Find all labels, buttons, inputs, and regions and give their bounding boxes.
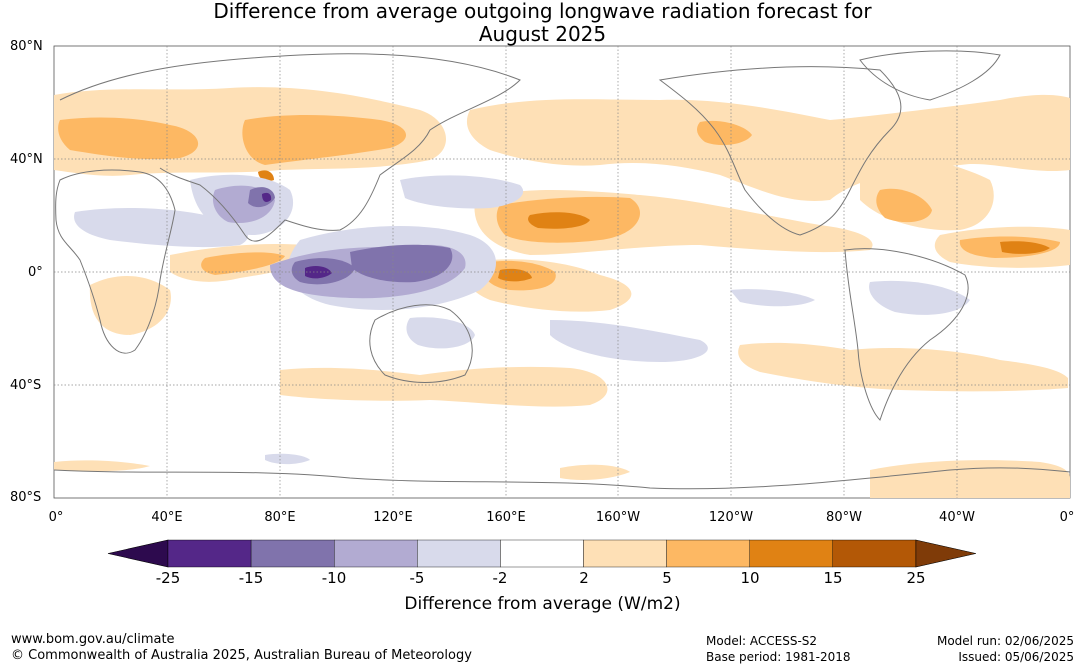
positive-anomaly-region — [1000, 241, 1050, 254]
footer-left: www.bom.gov.au/climate © Commonwealth of… — [11, 632, 472, 664]
north-america-coastline — [658, 66, 902, 236]
positive-anomaly-region — [870, 460, 1070, 498]
base-period: Base period: 1981-2018 — [706, 650, 851, 664]
colorbar-segment — [583, 539, 667, 568]
lon-label: 160°E — [486, 510, 526, 525]
positive-anomaly-region — [876, 188, 932, 223]
south-america-coastline — [844, 248, 969, 421]
positive-anomaly-region — [528, 212, 590, 229]
lon-label: 80°E — [264, 510, 296, 525]
africa-coastline — [55, 169, 176, 354]
negative-anomaly-region — [730, 289, 815, 307]
positive-anomaly-region — [697, 120, 752, 146]
colorbar-extend-min — [107, 539, 169, 568]
colorbar-segment — [167, 539, 252, 568]
model-run-date: Model run: 02/06/2025 — [936, 634, 1074, 648]
colorbar-segment — [500, 539, 584, 568]
positive-anomaly-region — [560, 464, 630, 480]
positive-anomaly-region — [201, 252, 285, 275]
positive-anomaly-region — [54, 460, 150, 472]
negative-anomaly-region — [265, 453, 310, 465]
colorbar-tick-label: -25 — [155, 569, 181, 587]
colorbar-tick-label: 15 — [823, 569, 843, 587]
title-line-2: August 2025 — [478, 22, 607, 46]
lon-label: 160°W — [595, 510, 641, 525]
lon-label: 0° — [1059, 510, 1075, 525]
lat-label: 40°N — [10, 152, 43, 167]
colorbar-extend-max — [915, 539, 976, 568]
negative-anomaly-region — [262, 192, 272, 202]
australia-coastline — [369, 304, 473, 383]
negative-anomaly-region — [869, 280, 970, 315]
positive-anomaly-region — [466, 94, 1070, 201]
colorbar — [107, 539, 976, 568]
antarctica-coastline — [53, 467, 1071, 490]
colorbar-segment — [250, 539, 335, 568]
colorbar-segment — [417, 539, 501, 568]
negative-anomaly-region — [350, 244, 453, 283]
colorbar-tick-label: 2 — [579, 569, 589, 587]
positive-anomaly-region — [242, 115, 407, 165]
lat-label: 40°S — [10, 378, 42, 393]
lat-label: 80°S — [10, 490, 42, 505]
website-link[interactable]: www.bom.gov.au/climate — [11, 632, 175, 647]
colorbar-segment — [749, 539, 834, 568]
model-name: Model: ACCESS-S2 — [706, 634, 818, 648]
negative-anomaly-region — [74, 208, 248, 248]
issued-date: Issued: 05/06/2025 — [958, 650, 1074, 664]
coastlines — [53, 50, 1071, 490]
colorbar-title: Difference from average (W/m2) — [404, 594, 681, 614]
positive-anomaly-region — [58, 117, 199, 160]
anomaly-shading — [54, 87, 1070, 498]
footer-model-info: Model: ACCESS-S2 Base period: 1981-2018 — [706, 633, 851, 665]
colorbar-tick-label: -5 — [409, 569, 425, 587]
footer-dates: Model run: 02/06/2025 Issued: 05/06/2025 — [937, 633, 1074, 665]
lon-label: 40°W — [939, 510, 975, 525]
negative-anomaly-region — [248, 187, 275, 208]
colorbar-segment — [666, 539, 750, 568]
negative-anomaly-region — [400, 175, 524, 209]
positive-anomaly-region — [280, 366, 608, 407]
colorbar-tick-label: -15 — [238, 569, 264, 587]
negative-anomaly-region — [305, 265, 332, 279]
lon-label: 80°W — [826, 510, 862, 525]
title-line-1: Difference from average outgoing longwav… — [213, 0, 872, 23]
colorbar-tick-label: 10 — [740, 569, 760, 587]
lon-label: 40°E — [151, 510, 183, 525]
lon-label: 120°E — [373, 510, 413, 525]
greenland-coastline — [859, 50, 1001, 101]
eurasia-coastline — [59, 53, 521, 242]
colorbar-tick-label: 5 — [662, 569, 672, 587]
colorbar-tick-label: 25 — [906, 569, 926, 587]
colorbar-segment — [832, 539, 917, 568]
map-title: Difference from average outgoing longwav… — [0, 0, 1085, 46]
lon-label: 120°W — [708, 510, 754, 525]
colorbar-tick-label: -2 — [492, 569, 508, 587]
colorbar-tick-label: -10 — [321, 569, 347, 587]
positive-anomaly-region — [738, 342, 1068, 392]
gridlines — [54, 46, 1070, 498]
colorbar-segment — [334, 539, 418, 568]
lon-label: 0° — [48, 510, 64, 525]
negative-anomaly-region — [550, 320, 708, 362]
negative-anomaly-region — [406, 317, 475, 349]
copyright-text: © Commonwealth of Australia 2025, Austra… — [11, 648, 472, 663]
lat-label: 0° — [28, 265, 43, 280]
lat-label: 80°N — [10, 39, 43, 54]
